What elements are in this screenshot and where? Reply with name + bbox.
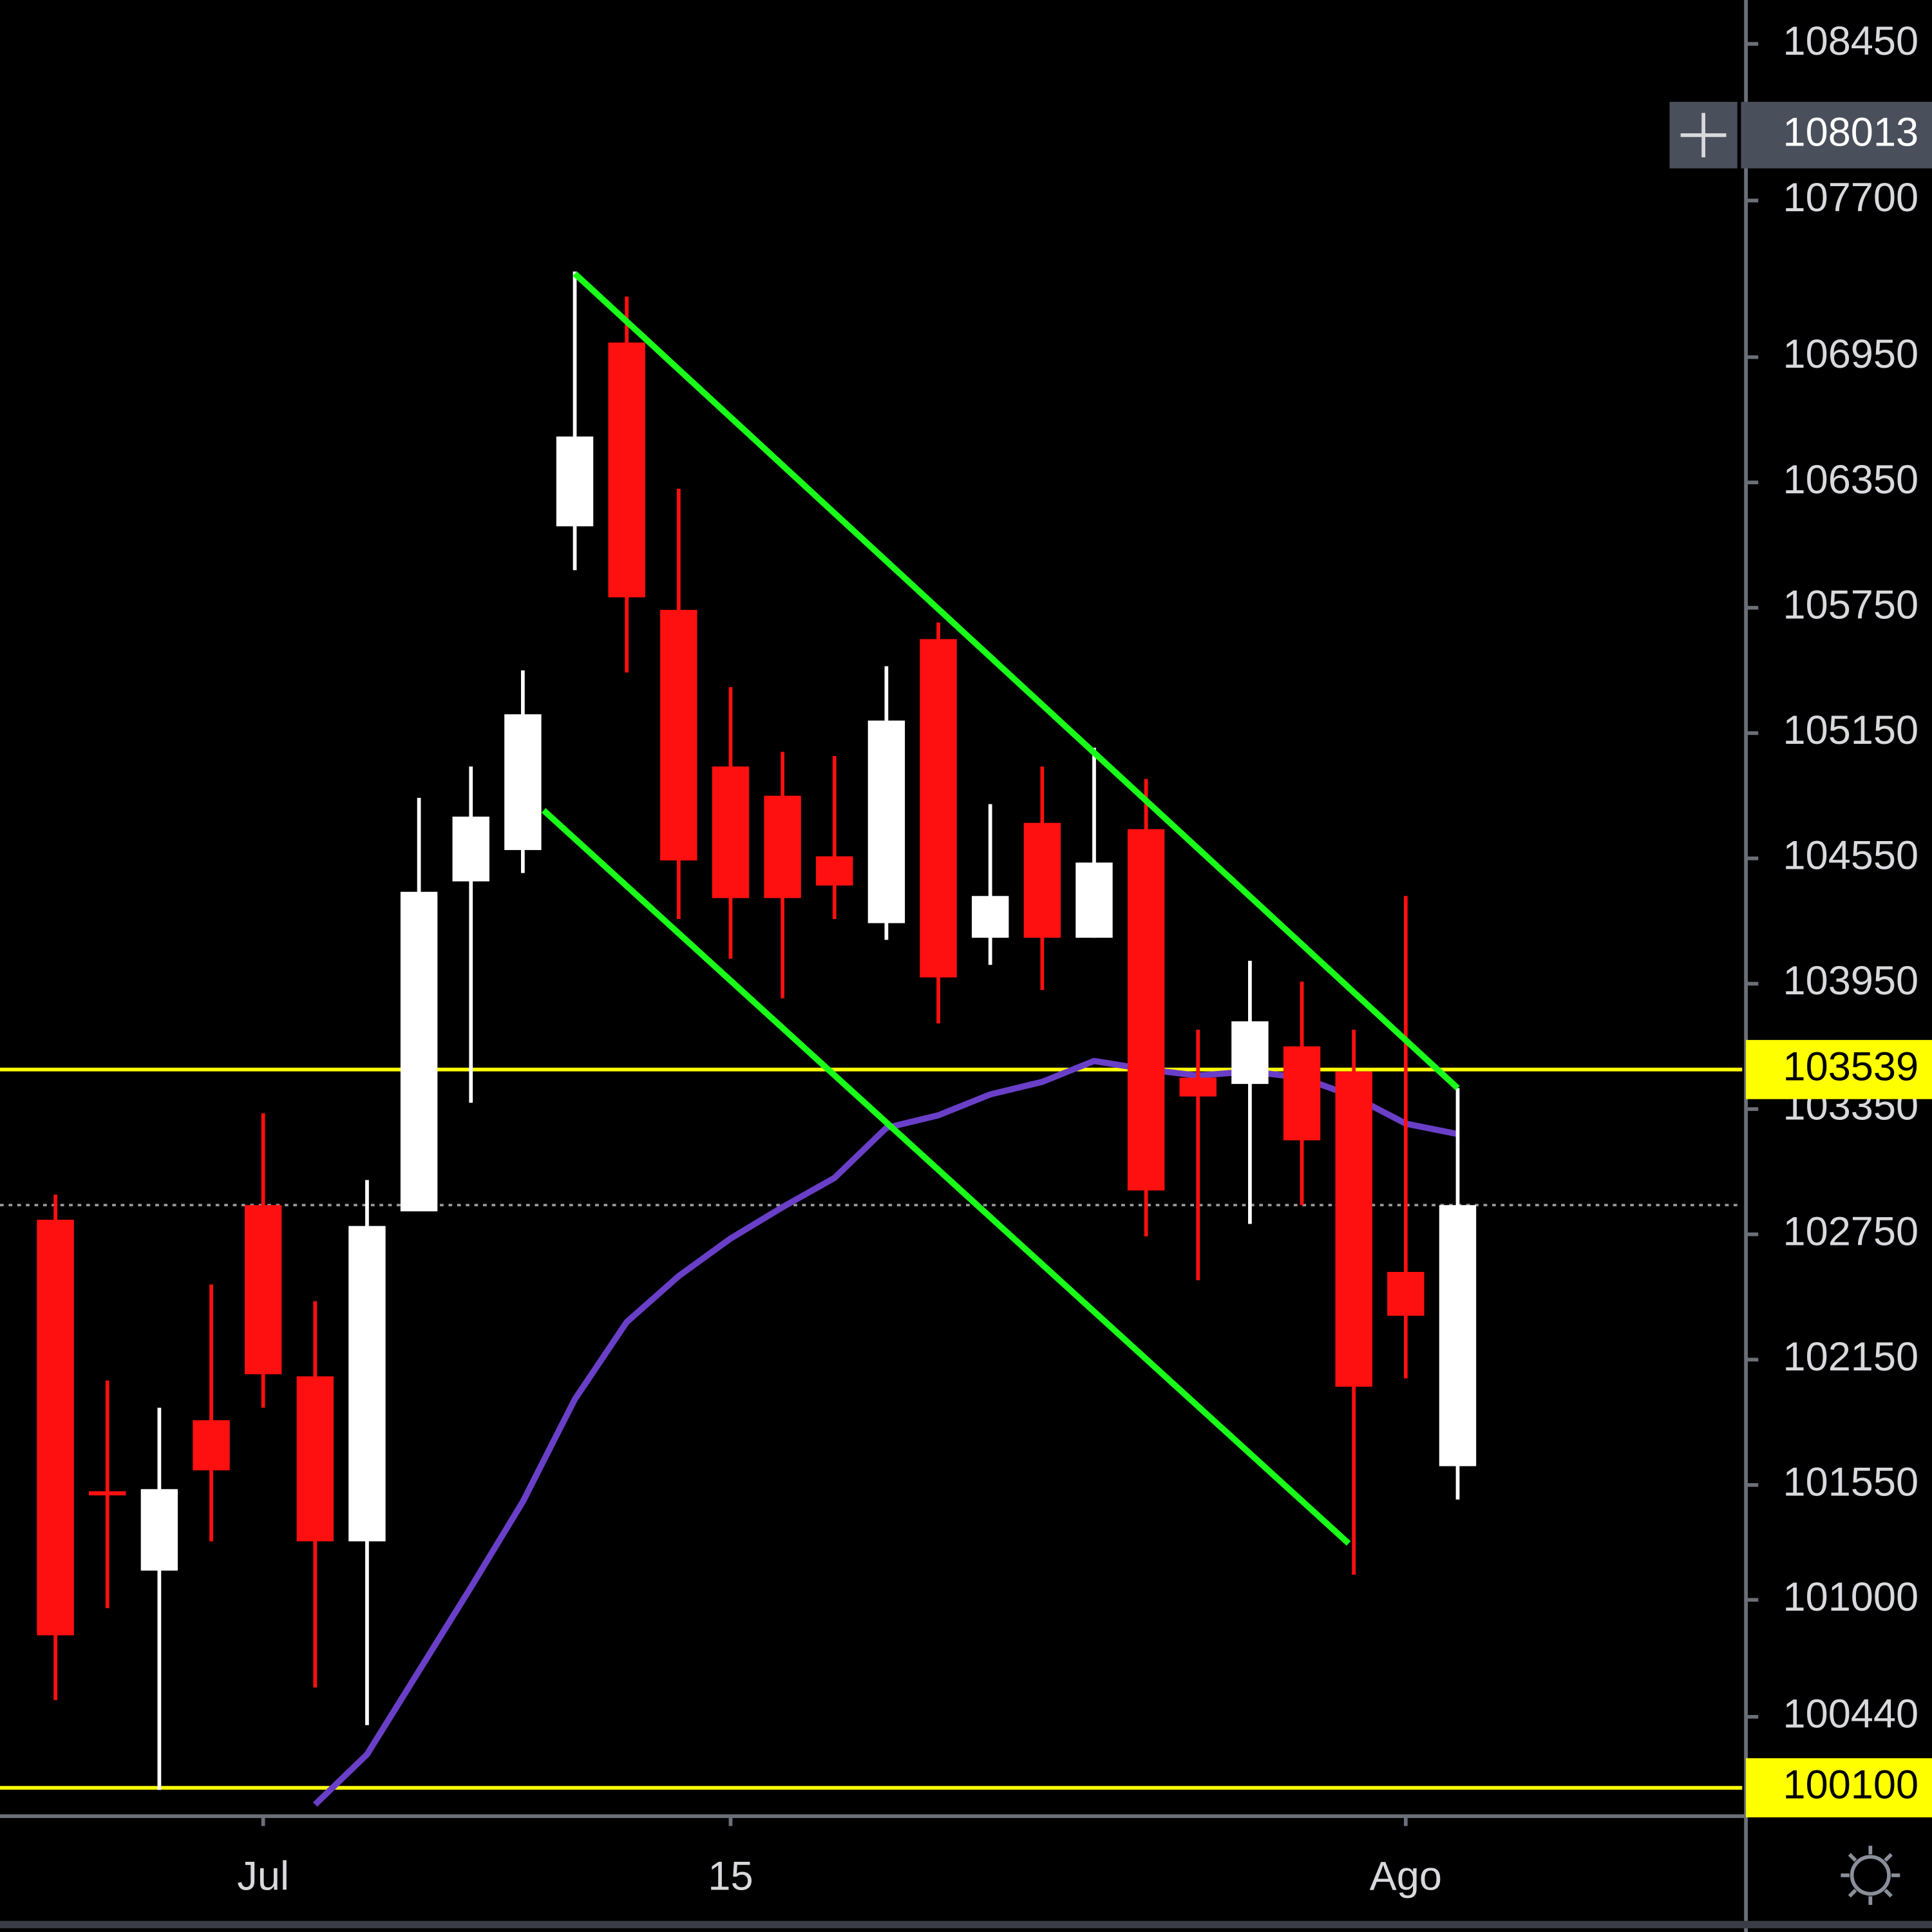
x-tick-label: 15 (708, 1853, 753, 1899)
candle-body (504, 714, 542, 850)
y-tick-label: 101000 (1783, 1575, 1918, 1620)
y-tick-label: 105150 (1783, 708, 1918, 753)
candle-body (140, 1489, 178, 1571)
y-tick-label: 104550 (1783, 833, 1918, 878)
trendline (541, 808, 1351, 1546)
candle-body (296, 1376, 334, 1542)
candle-body (1127, 829, 1165, 1191)
trendline (573, 271, 1460, 1091)
candle-body (660, 609, 697, 861)
x-tick-label: Jul (237, 1853, 289, 1899)
crosshair-label-box (1741, 102, 1932, 169)
candle-body (867, 720, 905, 923)
candle-body (1387, 1272, 1425, 1316)
y-tick-label: 107700 (1783, 175, 1918, 220)
crosshair-label: 108013 (1783, 109, 1918, 155)
candle-body (971, 896, 1009, 938)
candle-body (1023, 822, 1061, 938)
candle-body (1283, 1046, 1321, 1141)
y-tick-label: 101550 (1783, 1460, 1918, 1505)
y-tick-label: 102150 (1783, 1334, 1918, 1379)
candle-body (37, 1219, 74, 1636)
y-tick-label: 102750 (1783, 1209, 1918, 1254)
candle-body (244, 1205, 282, 1374)
price-label-box (1746, 1039, 1932, 1099)
candle-body (1335, 1071, 1372, 1387)
price-label: 100100 (1783, 1763, 1918, 1808)
y-tick-label: 108450 (1783, 19, 1918, 64)
price-label: 103539 (1783, 1044, 1918, 1089)
candle-body (920, 639, 957, 978)
y-tick-label: 106350 (1783, 457, 1918, 502)
candle-body (1179, 1077, 1217, 1097)
candle-body (400, 891, 438, 1211)
candle-body (1439, 1205, 1477, 1466)
candle-body (608, 342, 645, 598)
y-tick-label: 105750 (1783, 582, 1918, 627)
candle-body (89, 1491, 126, 1496)
y-tick-label: 103950 (1783, 958, 1918, 1003)
price-label-box (1746, 1758, 1932, 1817)
candle-body (193, 1420, 230, 1471)
candle-body (556, 436, 594, 527)
x-tick-label: Ago (1370, 1853, 1442, 1899)
candle-body (712, 766, 750, 898)
candle-body (816, 856, 853, 886)
candle-body (348, 1226, 386, 1542)
candle-body (764, 795, 801, 898)
axes: 1004401010001015501021501027501033501039… (237, 19, 1932, 1899)
candle-body (1075, 862, 1113, 938)
y-tick-label: 106950 (1783, 332, 1918, 377)
y-tick-label: 100440 (1783, 1691, 1918, 1736)
candle-body (1231, 1021, 1269, 1084)
candle-body (452, 817, 489, 882)
plot-area (0, 271, 1743, 1807)
settings-icon[interactable] (1841, 1846, 1900, 1905)
